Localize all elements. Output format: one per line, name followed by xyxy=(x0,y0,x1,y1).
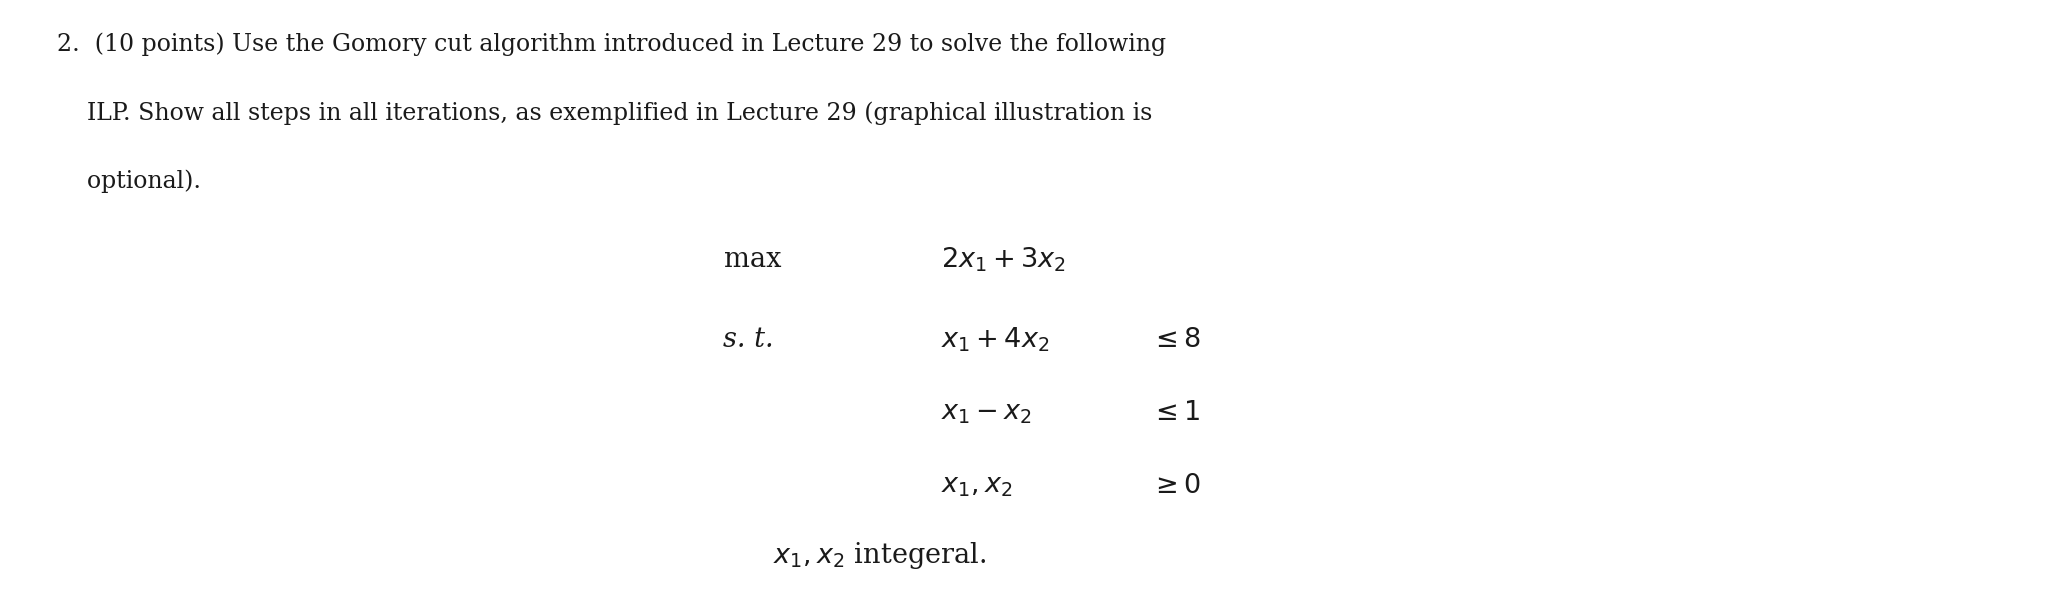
Text: $x_1 - x_2$: $x_1 - x_2$ xyxy=(941,399,1033,426)
Text: 2.  (10 points) Use the Gomory cut algorithm introduced in Lecture 29 to solve t: 2. (10 points) Use the Gomory cut algori… xyxy=(57,33,1166,56)
Text: $\leq 8$: $\leq 8$ xyxy=(1150,326,1201,353)
Text: ILP. Show all steps in all iterations, as exemplified in Lecture 29 (graphical i: ILP. Show all steps in all iterations, a… xyxy=(57,101,1152,125)
Text: optional).: optional). xyxy=(57,170,201,193)
Text: s. t.: s. t. xyxy=(722,326,773,353)
Text: $x_1 + 4x_2$: $x_1 + 4x_2$ xyxy=(941,325,1050,354)
Text: $\geq 0$: $\geq 0$ xyxy=(1150,471,1201,499)
Text: $\leq 1$: $\leq 1$ xyxy=(1150,399,1199,426)
Text: max: max xyxy=(724,246,782,273)
Text: $2x_1 + 3x_2$: $2x_1 + 3x_2$ xyxy=(941,245,1066,274)
Text: $x_1, x_2$: $x_1, x_2$ xyxy=(941,471,1013,499)
Text: $x_1, x_2$ integeral.: $x_1, x_2$ integeral. xyxy=(773,540,986,571)
